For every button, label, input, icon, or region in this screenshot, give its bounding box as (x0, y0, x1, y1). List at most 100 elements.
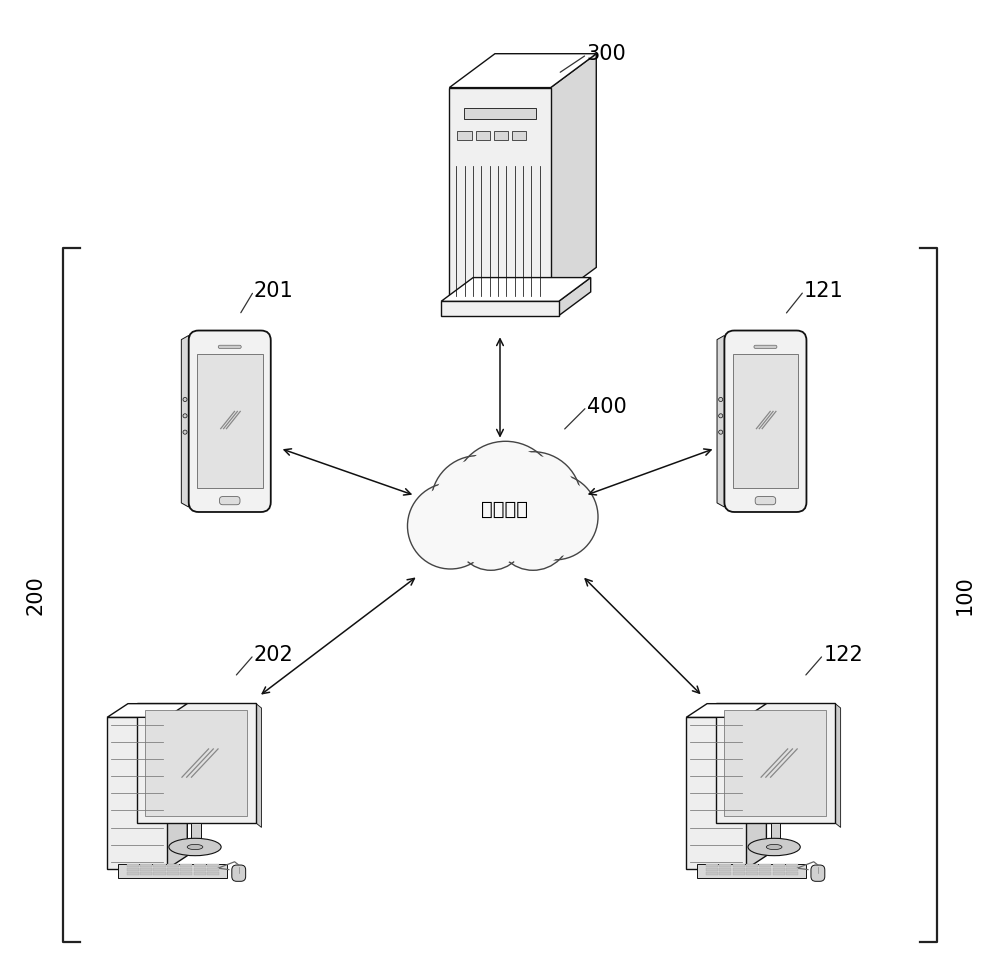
Circle shape (411, 487, 490, 565)
Polygon shape (717, 336, 724, 507)
Bar (167, 864, 179, 867)
Bar (786, 872, 798, 875)
Circle shape (485, 452, 581, 548)
Polygon shape (181, 336, 189, 507)
FancyBboxPatch shape (219, 497, 240, 504)
Bar (194, 872, 206, 875)
Bar (773, 872, 785, 875)
FancyBboxPatch shape (754, 346, 777, 348)
Circle shape (435, 460, 521, 546)
Polygon shape (449, 53, 596, 87)
Polygon shape (686, 717, 746, 869)
Bar (140, 872, 152, 875)
Bar (140, 864, 152, 867)
Text: 201: 201 (254, 281, 294, 301)
Polygon shape (686, 704, 766, 717)
Bar (207, 864, 219, 867)
Bar (512, 131, 526, 139)
Bar (706, 872, 718, 875)
Bar (464, 108, 536, 119)
Circle shape (515, 477, 595, 557)
Bar (153, 872, 166, 875)
Circle shape (719, 398, 723, 402)
Circle shape (495, 495, 571, 570)
Bar (773, 868, 785, 871)
Polygon shape (441, 278, 591, 301)
Bar (180, 868, 192, 871)
Polygon shape (167, 704, 187, 869)
Polygon shape (107, 704, 187, 717)
Bar (719, 864, 731, 867)
Circle shape (456, 499, 526, 570)
Bar (207, 868, 219, 871)
Polygon shape (746, 704, 766, 869)
Circle shape (183, 430, 187, 435)
Bar (145, 710, 247, 816)
Bar (759, 872, 771, 875)
Polygon shape (256, 703, 261, 828)
Circle shape (498, 498, 568, 567)
Bar (786, 864, 798, 867)
Circle shape (453, 441, 558, 546)
Polygon shape (551, 53, 596, 301)
Bar (706, 868, 718, 871)
Text: 121: 121 (804, 281, 844, 301)
Bar (746, 868, 758, 871)
Circle shape (431, 456, 525, 550)
Circle shape (183, 398, 187, 402)
Text: 200: 200 (26, 575, 46, 615)
Bar (167, 868, 179, 871)
Bar (771, 823, 780, 844)
Circle shape (458, 502, 523, 567)
Ellipse shape (187, 844, 203, 850)
Bar (746, 872, 758, 875)
Circle shape (512, 474, 598, 560)
Polygon shape (449, 87, 551, 301)
Ellipse shape (748, 838, 800, 856)
Bar (724, 710, 826, 816)
Bar (180, 872, 192, 875)
Bar (759, 868, 771, 871)
Bar (207, 872, 219, 875)
Bar (140, 868, 152, 871)
Bar (153, 864, 166, 867)
Circle shape (719, 413, 723, 418)
Ellipse shape (766, 844, 782, 850)
Bar (733, 872, 745, 875)
Bar (191, 823, 201, 844)
Bar (719, 868, 731, 871)
Polygon shape (716, 703, 835, 823)
Text: 122: 122 (823, 645, 863, 665)
Bar (476, 131, 490, 139)
Bar (733, 354, 798, 489)
Circle shape (183, 413, 187, 418)
Bar (786, 868, 798, 871)
Circle shape (458, 445, 553, 541)
FancyBboxPatch shape (189, 330, 271, 512)
Polygon shape (137, 703, 256, 823)
Text: 202: 202 (254, 645, 294, 665)
FancyBboxPatch shape (218, 346, 241, 348)
Polygon shape (107, 717, 167, 869)
Bar (197, 354, 263, 489)
FancyBboxPatch shape (232, 865, 246, 881)
Bar (127, 868, 139, 871)
Text: 通信网络: 通信网络 (481, 499, 528, 519)
Bar (194, 864, 206, 867)
Bar (759, 864, 771, 867)
Bar (194, 868, 206, 871)
Bar (153, 868, 166, 871)
Bar (719, 872, 731, 875)
Bar (127, 864, 139, 867)
Circle shape (719, 430, 723, 435)
Bar (733, 864, 745, 867)
Polygon shape (835, 703, 841, 828)
Bar (773, 864, 785, 867)
Bar (457, 131, 472, 139)
FancyBboxPatch shape (811, 865, 825, 881)
Bar (127, 872, 139, 875)
Bar (746, 864, 758, 867)
Circle shape (407, 483, 493, 569)
Text: 100: 100 (954, 575, 974, 615)
Polygon shape (697, 863, 806, 878)
